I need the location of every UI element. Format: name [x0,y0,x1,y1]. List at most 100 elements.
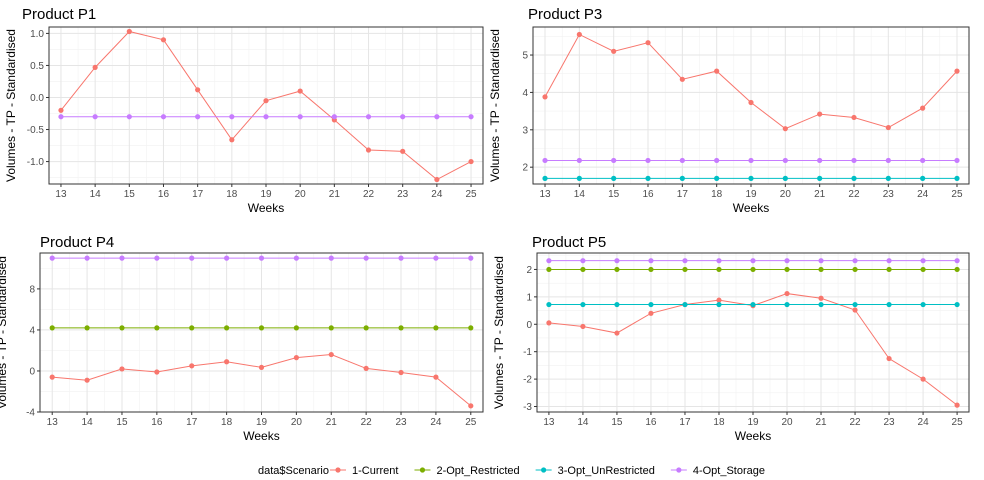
data-point [750,258,756,264]
data-point [189,363,195,369]
x-tick-label: 19 [747,417,759,428]
x-axis: 13 14 15 16 17 18 19 20 21 22 23 24 25 [47,412,477,428]
data-point [434,114,440,120]
x-tick-label: 13 [543,417,555,428]
y-axis: 2 3 4 5 [522,51,533,174]
data-point [852,258,858,264]
series-3-opt-unrestricted [546,301,960,308]
y-axis-title: Volumes - TP - Standardised [488,29,502,182]
x-tick-label: 24 [431,189,443,200]
x-axis-title: Weeks [243,429,279,443]
y-tick-label: 8 [29,284,35,295]
data-point [580,258,586,264]
data-point [614,266,620,273]
data-point [852,266,858,273]
y-axis: -3 -2 -1 0 1 2 [523,265,537,413]
series-4-opt-storage [546,258,960,264]
y-tick-label: -0.5 [27,125,45,136]
data-point [580,266,586,273]
data-point [682,266,688,273]
data-point [468,255,474,261]
data-point [716,301,722,308]
data-point [328,325,334,331]
data-point [189,325,195,331]
data-point [365,114,372,120]
legend-label: 4-Opt_Storage [693,465,765,477]
data-point [716,297,722,303]
data-point [852,307,858,313]
data-point [611,48,617,54]
y-tick-label: 4 [522,88,528,99]
data-point [365,147,372,153]
data-point [263,98,269,104]
x-axis: 13 14 15 16 17 18 19 20 21 22 23 24 25 [55,184,477,200]
data-point [468,158,474,165]
x-tick-label: 22 [849,417,861,428]
x-tick-label: 19 [260,189,272,200]
data-point [614,301,620,308]
data-point [748,99,754,106]
data-point [126,114,132,120]
x-tick-label: 15 [611,417,623,428]
series-2-opt-restricted [546,266,960,273]
x-tick-label: 23 [397,189,409,200]
data-point [576,31,582,38]
data-point [614,330,620,336]
data-point [580,323,586,330]
data-point [154,369,160,375]
data-point [49,325,55,331]
data-point [954,258,960,264]
x-tick-label: 24 [430,417,442,428]
x-tick-label: 18 [221,417,233,428]
data-point [885,157,891,164]
x-tick-label: 21 [329,189,341,200]
x-tick-label: 20 [781,417,793,428]
grid [40,253,483,413]
data-point [954,175,960,181]
data-point [542,175,548,181]
data-point [645,40,651,46]
data-point [195,114,201,120]
y-axis-title: Volumes - TP - Standardised [492,256,506,409]
legend: data$Scenario 1-Current 2-Opt_Restricted 3… [258,465,765,477]
y-tick-label: 0 [526,320,532,331]
data-point [49,255,55,261]
panel-1: Product P1-1.0-0.50.00.51.013 14 15 16 17 18 1… [4,6,484,215]
series-2-opt-restricted [49,325,474,331]
data-point [433,325,439,331]
data-point [293,325,299,331]
y-tick-label: 5 [522,51,528,62]
y-tick-label: 2 [526,265,532,276]
data-point [886,266,892,273]
panel-title: Product P5 [532,234,606,251]
data-point [229,114,235,120]
data-point [224,255,230,261]
data-point [126,28,132,35]
data-point [714,68,720,74]
data-point [468,325,474,331]
x-axis: 13 14 15 16 17 18 19 20 21 22 23 24 25 [543,412,963,428]
data-point [748,175,754,181]
y-axis: -1.0 -0.5 0.0 0.5 1.0 [27,29,49,168]
data-point [400,148,406,154]
series-1-current [542,31,960,132]
data-point [433,255,439,261]
y-tick-label: 0.0 [30,93,44,104]
x-tick-label: 15 [608,189,620,200]
data-point [189,255,195,261]
data-point [258,255,265,261]
data-point [954,266,960,273]
x-tick-label: 19 [256,417,268,428]
data-point [920,157,926,164]
data-point [119,366,125,372]
y-tick-label: -1 [523,347,532,358]
series-1-current [49,351,474,409]
data-point [119,255,125,261]
data-point [648,266,654,273]
data-point [154,255,160,261]
panel-title: Product P1 [22,6,96,23]
data-point [92,114,98,120]
data-point [750,301,756,308]
data-point [84,377,90,383]
